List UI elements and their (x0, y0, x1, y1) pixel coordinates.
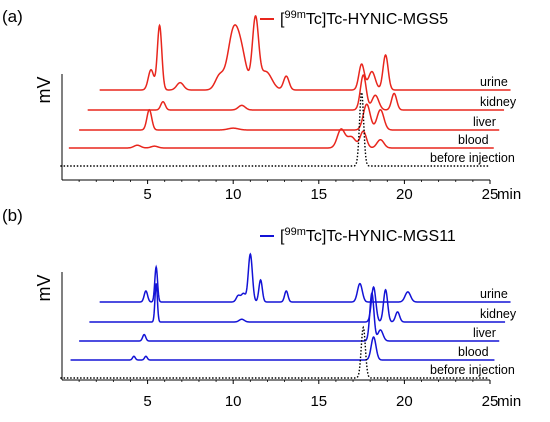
trace-label-blood-b: blood (458, 345, 489, 359)
legend-bracket: [ (280, 11, 285, 28)
y-axis-label-b: mV (34, 275, 54, 302)
trace-label-before-injection-b: before injection (430, 363, 515, 377)
legend-label-b: [99mTc]Tc-HYNIC-MGS11 (280, 226, 456, 245)
trace-before-injection-b (60, 325, 489, 379)
legend-label-a: [99mTc]Tc-HYNIC-MGS5 (280, 9, 448, 28)
trace-label-before-injection-a: before injection (430, 151, 515, 165)
trace-label-liver-a: liver (473, 115, 496, 129)
x-tick-label-b-10: 10 (225, 393, 242, 410)
trace-label-kidney-a: kidney (480, 95, 517, 109)
trace-liver-b (79, 291, 500, 342)
trace-label-urine-a: urine (480, 75, 508, 89)
trace-urine-a (99, 14, 511, 91)
x-tick-label-a-15: 15 (310, 186, 327, 203)
legend-compound: Tc]Tc-HYNIC-MGS5 (306, 11, 448, 28)
legend-a: [99mTc]Tc-HYNIC-MGS5 (260, 9, 448, 28)
x-tick-label-b-5: 5 (143, 393, 151, 410)
legend-compound: Tc]Tc-HYNIC-MGS11 (306, 228, 456, 245)
x-tick-label-a-25: 25 (482, 186, 499, 203)
x-tick-label-a-10: 10 (225, 186, 242, 203)
x-tick-label-a-20: 20 (396, 186, 413, 203)
y-axis-label-a: mV (34, 77, 54, 104)
panel-label-a: (a) (2, 7, 23, 26)
trace-blood-b (70, 336, 495, 361)
legend-isotope: 99m (284, 9, 305, 21)
trace-urine-b (99, 252, 511, 303)
x-tick-label-a-5: 5 (143, 186, 151, 203)
trace-liver-a (79, 103, 500, 131)
x-unit-label-b: min (497, 393, 521, 410)
trace-label-urine-b: urine (480, 287, 508, 301)
x-tick-label-b-15: 15 (310, 393, 327, 410)
legend-b: [99mTc]Tc-HYNIC-MGS11 (260, 226, 456, 245)
trace-label-kidney-b: kidney (480, 307, 517, 321)
trace-blood-a (68, 128, 494, 149)
x-unit-label-a: min (497, 186, 521, 203)
x-tick-label-b-20: 20 (396, 393, 413, 410)
trace-label-liver-b: liver (473, 326, 496, 340)
x-tick-label-b-25: 25 (482, 393, 499, 410)
trace-kidney-a (87, 74, 505, 111)
panel-label-b: (b) (2, 206, 23, 225)
trace-kidney-b (89, 283, 506, 323)
trace-label-blood-a: blood (458, 133, 489, 147)
trace-before-injection-a (60, 90, 489, 167)
legend-bracket: [ (280, 228, 285, 245)
legend-isotope: 99m (284, 226, 305, 238)
